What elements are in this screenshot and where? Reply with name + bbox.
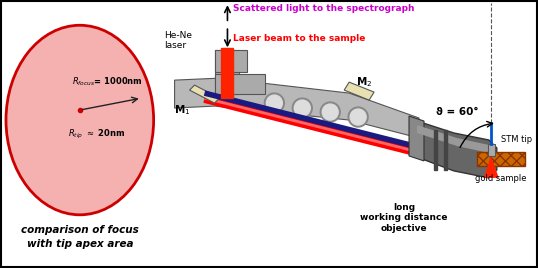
Bar <box>216 50 247 72</box>
Bar <box>222 48 233 98</box>
Circle shape <box>266 95 282 111</box>
Polygon shape <box>409 116 424 161</box>
Circle shape <box>294 100 310 116</box>
Bar <box>444 130 447 170</box>
Text: M$_1$: M$_1$ <box>174 103 191 117</box>
Bar <box>216 74 265 94</box>
Polygon shape <box>417 125 489 153</box>
Text: gold sample: gold sample <box>475 174 527 183</box>
Polygon shape <box>344 82 374 100</box>
Bar <box>216 50 239 94</box>
Circle shape <box>292 98 312 118</box>
Polygon shape <box>414 120 497 178</box>
Bar <box>477 152 525 166</box>
Text: $R_{focus}$= 1000nm: $R_{focus}$= 1000nm <box>72 76 143 88</box>
Text: with tip apex area: with tip apex area <box>26 239 133 249</box>
Polygon shape <box>190 85 219 103</box>
Circle shape <box>320 102 340 122</box>
Bar <box>488 144 495 156</box>
Text: Laser beam to the sample: Laser beam to the sample <box>233 34 366 43</box>
Text: long
working distance
objective: long working distance objective <box>360 203 448 233</box>
Text: ϑ = 60°: ϑ = 60° <box>436 107 479 117</box>
Ellipse shape <box>6 25 154 215</box>
Text: $R_{tip}$ $\approx$ 20nm: $R_{tip}$ $\approx$ 20nm <box>68 128 125 141</box>
Polygon shape <box>175 78 419 138</box>
Text: Scattered light to the spectrograph: Scattered light to the spectrograph <box>233 4 415 13</box>
Circle shape <box>322 104 338 120</box>
Polygon shape <box>484 156 499 178</box>
Circle shape <box>348 107 368 127</box>
Text: comparison of focus: comparison of focus <box>21 225 139 235</box>
Circle shape <box>350 109 366 125</box>
Text: STM tip: STM tip <box>501 136 532 144</box>
Bar <box>434 130 437 170</box>
Text: M$_2$: M$_2$ <box>356 75 372 89</box>
Circle shape <box>264 93 284 113</box>
Text: He-Ne
laser: He-Ne laser <box>164 31 192 50</box>
